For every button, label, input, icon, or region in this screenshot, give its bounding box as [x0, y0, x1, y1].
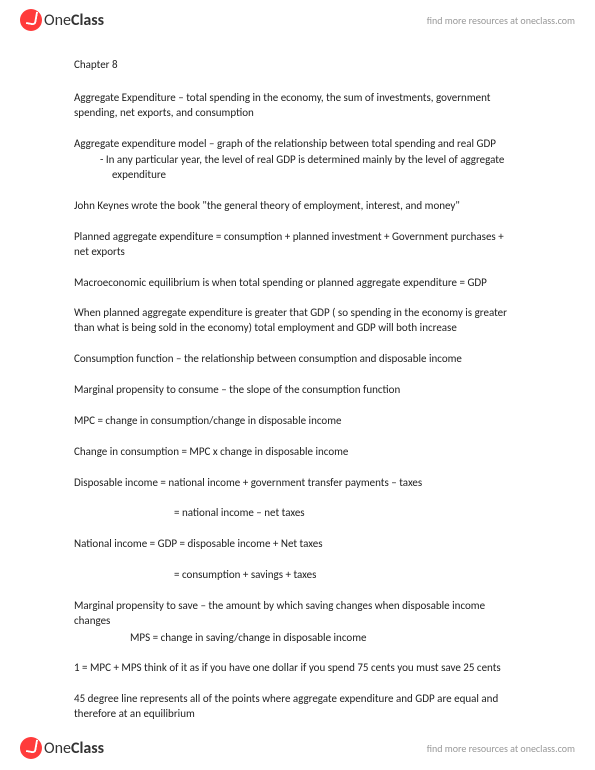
footer-logo-icon [20, 737, 42, 759]
paragraph-mpc-def: Marginal propensity to consume – the slo… [74, 383, 521, 398]
paragraph-mps-formula: MPS = change in saving/change in disposa… [74, 631, 521, 646]
page-header: OneClass find more resources at oneclass… [0, 0, 595, 36]
paragraph-disposable-income: Disposable income = national income + go… [74, 476, 521, 491]
logo-text-prefix: One [44, 11, 71, 30]
footer-logo-text: OneClass [44, 739, 104, 758]
paragraph-45-degree: 45 degree line represents all of the poi… [74, 692, 521, 722]
logo-text-suffix: Class [71, 11, 104, 30]
footer-logo-text-suffix: Class [71, 739, 104, 758]
paragraph-aggregate-model-sub: - In any particular year, the level of r… [74, 153, 521, 183]
paragraph-national-income-sub: = consumption + savings + taxes [74, 568, 521, 583]
page-footer: OneClass find more resources at oneclass… [0, 730, 595, 770]
logo: OneClass [20, 9, 104, 31]
paragraph-aggregate-expenditure: Aggregate Expenditure – total spending i… [74, 91, 521, 121]
logo-icon [20, 9, 42, 31]
paragraph-keynes: John Keynes wrote the book "the general … [74, 199, 521, 214]
paragraph-planned-gdp: When planned aggregate expenditure is gr… [74, 306, 521, 336]
paragraph-aggregate-model: Aggregate expenditure model – graph of t… [74, 137, 521, 152]
footer-logo: OneClass [20, 737, 104, 759]
footer-resources-link[interactable]: find more resources at oneclass.com [427, 742, 575, 755]
logo-text: OneClass [44, 11, 104, 30]
paragraph-macro-equilibrium: Macroeconomic equilibrium is when total … [74, 276, 521, 291]
paragraph-disposable-income-sub: = national income – net taxes [74, 506, 521, 521]
paragraph-planned-ae: Planned aggregate expenditure = consumpt… [74, 230, 521, 260]
paragraph-change-consumption: Change in consumption = MPC x change in … [74, 445, 521, 460]
footer-logo-text-prefix: One [44, 739, 71, 758]
paragraph-mpc-mps-sum: 1 = MPC + MPS think of it as if you have… [74, 661, 521, 676]
paragraph-consumption-function: Consumption function – the relationship … [74, 352, 521, 367]
header-resources-link[interactable]: find more resources at oneclass.com [427, 14, 575, 27]
document-content: Chapter 8 Aggregate Expenditure – total … [0, 36, 595, 748]
chapter-title: Chapter 8 [74, 58, 521, 73]
paragraph-national-income: National income = GDP = disposable incom… [74, 537, 521, 552]
paragraph-mpc-formula: MPC = change in consumption/change in di… [74, 414, 521, 429]
paragraph-mps-def: Marginal propensity to save – the amount… [74, 599, 521, 629]
